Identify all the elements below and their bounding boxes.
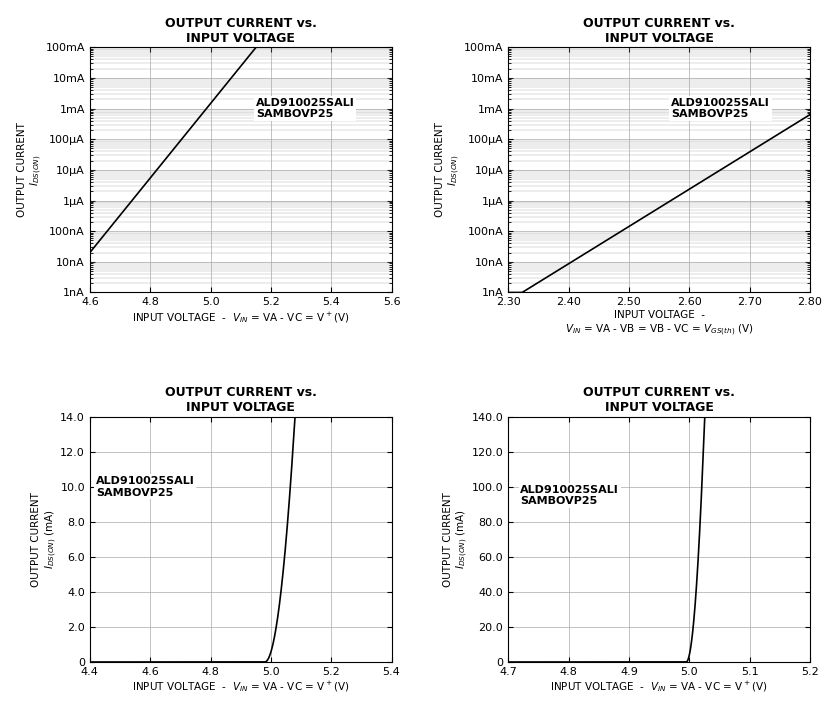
Y-axis label: OUTPUT CURRENT
$I_{DS(ON)}$: OUTPUT CURRENT $I_{DS(ON)}$	[435, 122, 462, 218]
X-axis label: INPUT VOLTAGE  -  $V_{IN}$ = VA - VC = V$^+$(V): INPUT VOLTAGE - $V_{IN}$ = VA - VC = V$^…	[132, 680, 349, 695]
Text: ALD910025SALI
SAMBOVP25: ALD910025SALI SAMBOVP25	[520, 485, 619, 506]
Y-axis label: OUTPUT CURRENT
$I_{DS(ON)}$ (mA): OUTPUT CURRENT $I_{DS(ON)}$ (mA)	[443, 492, 470, 587]
Text: ALD910025SALI
SAMBOVP25: ALD910025SALI SAMBOVP25	[256, 97, 355, 119]
Y-axis label: OUTPUT CURRENT
$I_{DS(ON)}$ (mA): OUTPUT CURRENT $I_{DS(ON)}$ (mA)	[31, 492, 59, 587]
X-axis label: INPUT VOLTAGE  -  $V_{IN}$ = VA - VC = V$^+$(V): INPUT VOLTAGE - $V_{IN}$ = VA - VC = V$^…	[132, 310, 349, 325]
Title: OUTPUT CURRENT vs.
INPUT VOLTAGE: OUTPUT CURRENT vs. INPUT VOLTAGE	[583, 386, 735, 415]
Text: ALD910025SALI
SAMBOVP25: ALD910025SALI SAMBOVP25	[96, 476, 195, 498]
Title: OUTPUT CURRENT vs.
INPUT VOLTAGE: OUTPUT CURRENT vs. INPUT VOLTAGE	[164, 386, 316, 415]
X-axis label: INPUT VOLTAGE  -
$V_{IN}$ = VA - VB = VB - VC = $V_{GS(th)}$ (V): INPUT VOLTAGE - $V_{IN}$ = VA - VB = VB …	[565, 310, 753, 338]
Y-axis label: OUTPUT CURRENT
$I_{DS(ON)}$: OUTPUT CURRENT $I_{DS(ON)}$	[17, 122, 44, 218]
Text: ALD910025SALI
SAMBOVP25: ALD910025SALI SAMBOVP25	[671, 97, 770, 119]
Title: OUTPUT CURRENT vs.
INPUT VOLTAGE: OUTPUT CURRENT vs. INPUT VOLTAGE	[164, 16, 316, 45]
Title: OUTPUT CURRENT vs.
INPUT VOLTAGE: OUTPUT CURRENT vs. INPUT VOLTAGE	[583, 16, 735, 45]
X-axis label: INPUT VOLTAGE  -  $V_{IN}$ = VA - VC = V$^+$(V): INPUT VOLTAGE - $V_{IN}$ = VA - VC = V$^…	[550, 680, 768, 695]
